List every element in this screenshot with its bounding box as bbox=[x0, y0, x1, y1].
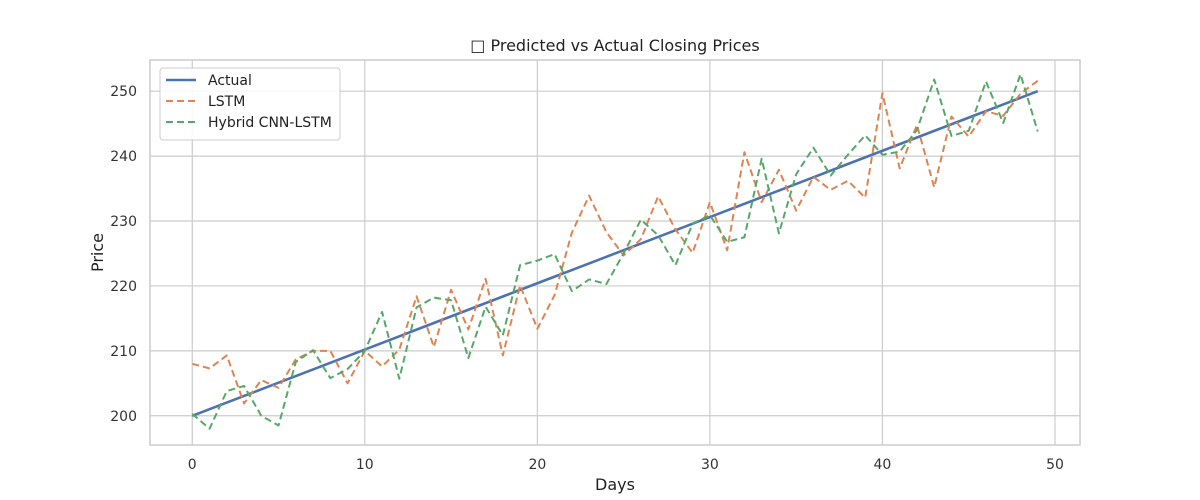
y-tick-label: 230 bbox=[110, 214, 137, 230]
chart-title: □ Predicted vs Actual Closing Prices bbox=[470, 36, 759, 55]
x-tick-label: 40 bbox=[874, 457, 892, 473]
y-tick-label: 240 bbox=[110, 149, 137, 165]
x-tick-label: 0 bbox=[188, 457, 197, 473]
series-line-actual bbox=[191, 89, 1039, 417]
x-tick-label: 30 bbox=[701, 457, 719, 473]
x-tick-label: 50 bbox=[1046, 457, 1064, 473]
series-layer bbox=[191, 73, 1039, 430]
y-axis-label: Price bbox=[88, 233, 107, 272]
legend-box bbox=[159, 67, 341, 141]
grid bbox=[150, 60, 1080, 445]
legend-label-actual: Actual bbox=[208, 73, 252, 89]
x-tick-label: 10 bbox=[356, 457, 374, 473]
plot-frame bbox=[149, 59, 1081, 446]
legend-label-lstm: LSTM bbox=[208, 94, 245, 110]
y-tick-label: 220 bbox=[110, 279, 137, 295]
tick-labels: 0 10 20 30 40 50 200 210 220 230 240 250 bbox=[110, 84, 1064, 473]
x-axis-label: Days bbox=[595, 475, 635, 494]
legend: Actual LSTM Hybrid CNN-LSTM bbox=[159, 67, 341, 141]
y-tick-label: 200 bbox=[110, 409, 137, 425]
legend-label-hybrid-cnn-lstm: Hybrid CNN-LSTM bbox=[208, 115, 332, 131]
y-tick-label: 210 bbox=[110, 344, 137, 360]
x-tick-label: 20 bbox=[528, 457, 546, 473]
series-line-hybrid-cnn-lstm bbox=[191, 73, 1039, 430]
y-tick-label: 250 bbox=[110, 84, 137, 100]
series-line-lstm bbox=[192, 79, 1039, 405]
